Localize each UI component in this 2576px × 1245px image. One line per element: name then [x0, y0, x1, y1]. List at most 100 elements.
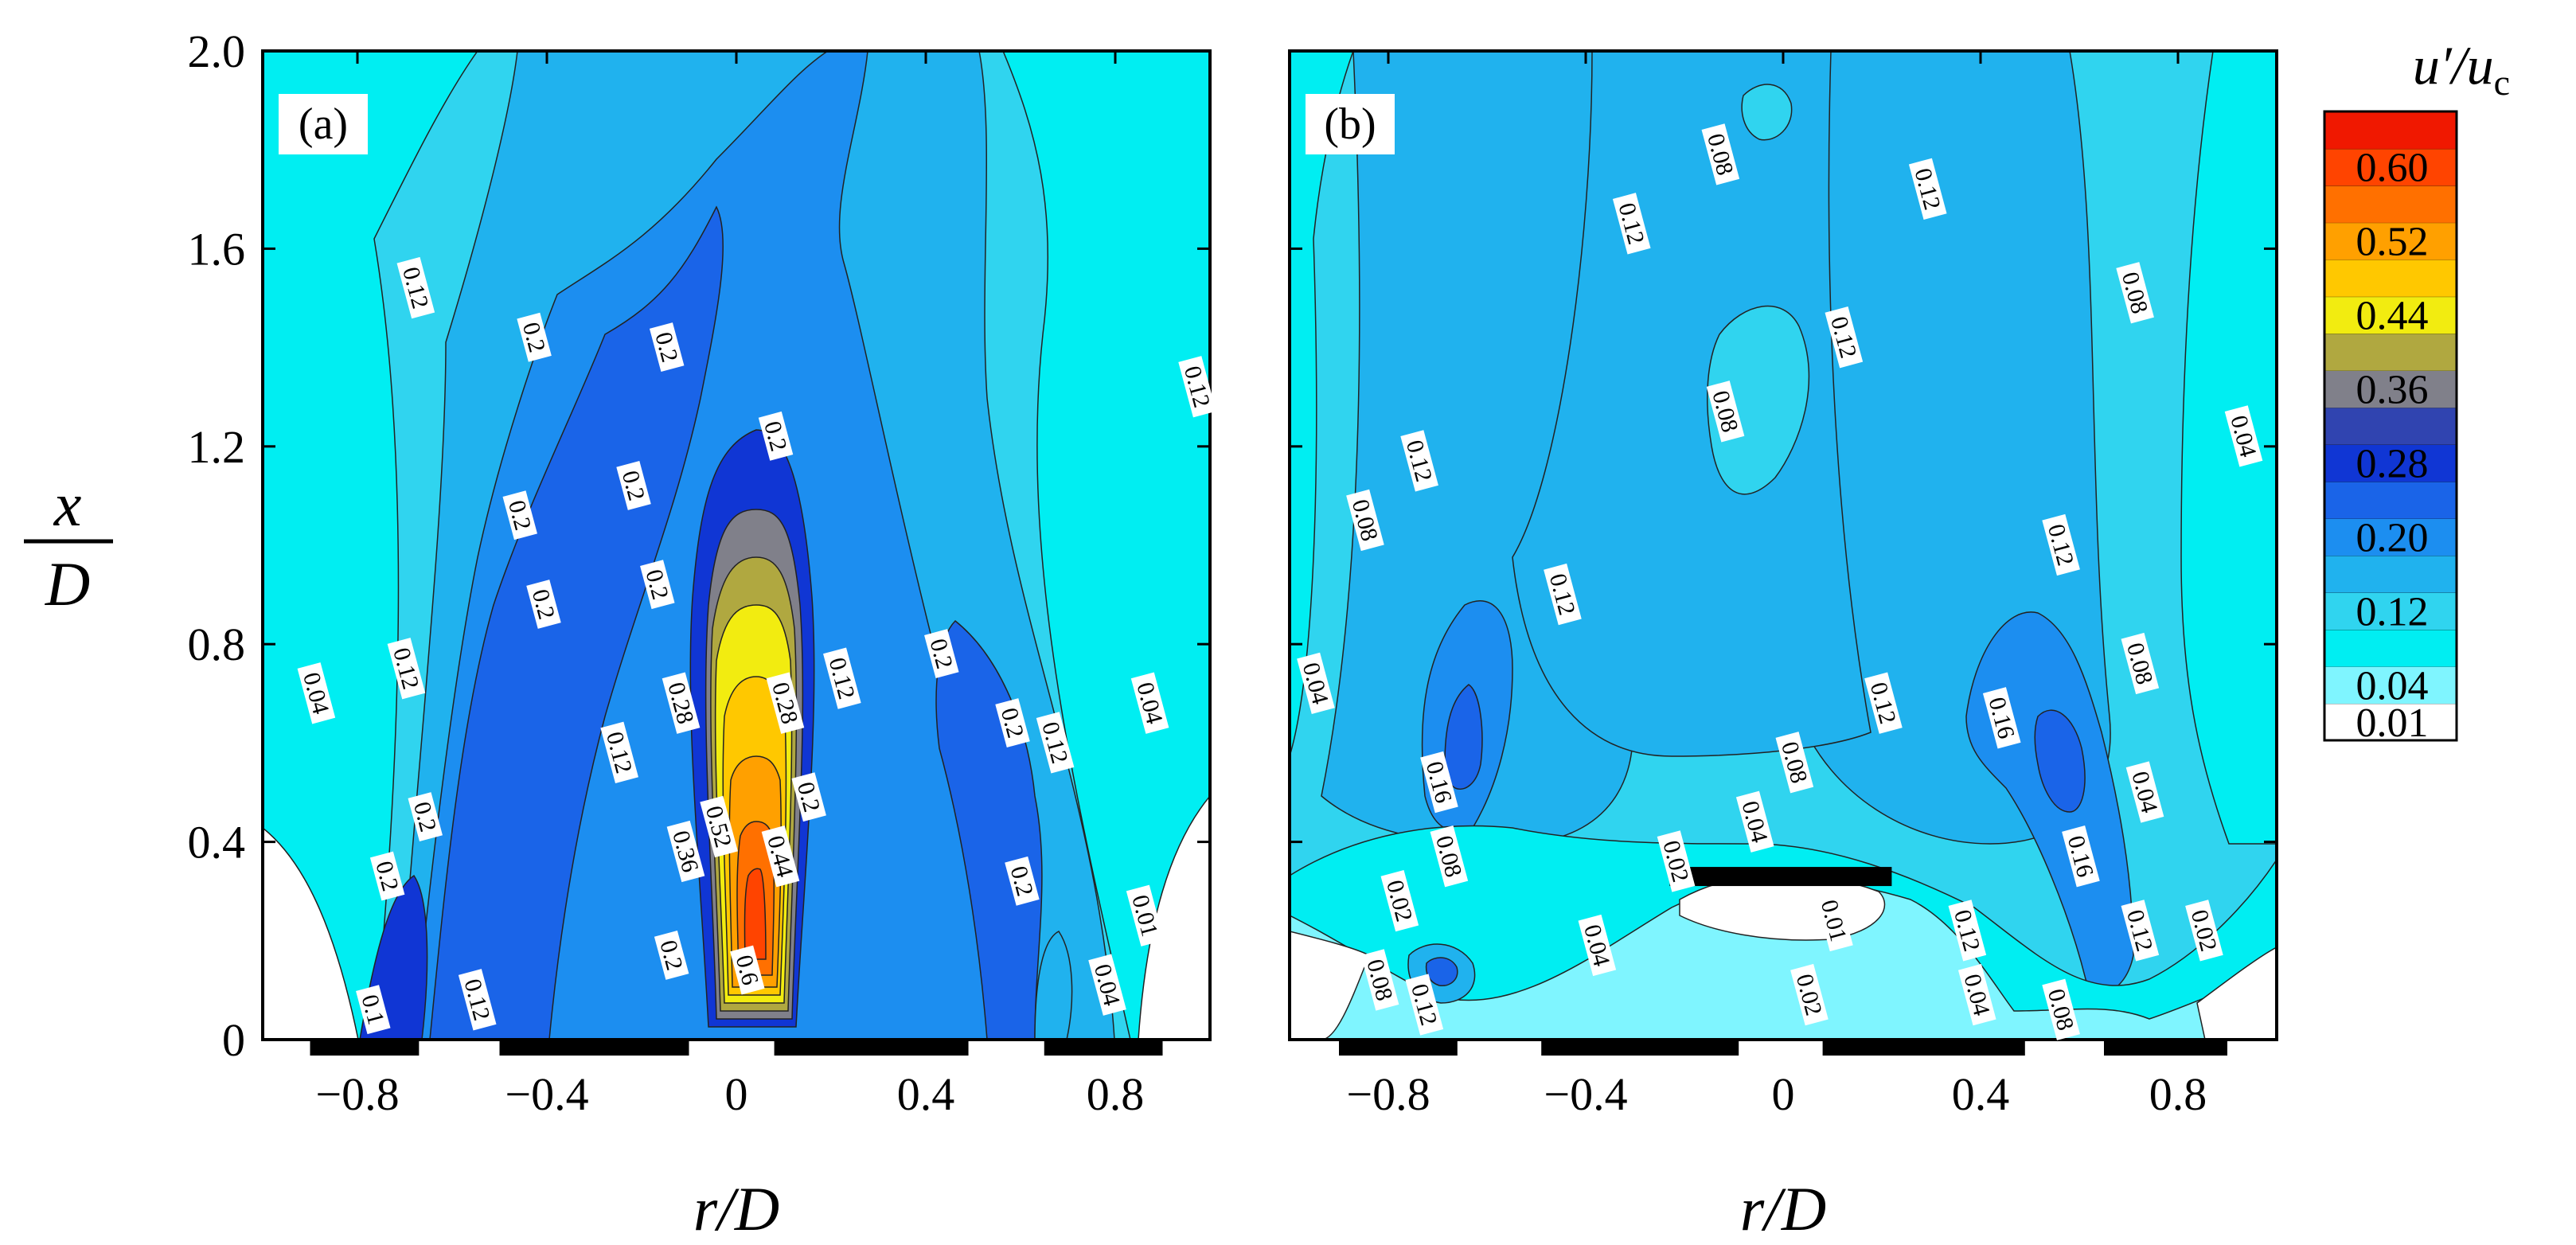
contour-label-box: [616, 461, 651, 510]
contour-label-box: [654, 930, 689, 980]
contour-label-box: [369, 851, 405, 901]
panel-a-nozzle-bars: [310, 1038, 1163, 1056]
colorbar-swatches: [2324, 111, 2457, 741]
colorbar-swatch: [2324, 407, 2457, 445]
contour-label-box: [995, 698, 1030, 747]
x-tick-label: 0.4: [1952, 1068, 2010, 1120]
colorbar-swatch: [2324, 666, 2457, 704]
colorbar-title-numerator: u′: [2413, 35, 2453, 96]
contour-label-box: [640, 560, 675, 610]
colorbar-swatch: [2324, 185, 2457, 223]
contour-label-box: [649, 322, 685, 373]
colorbar-swatch: [2324, 370, 2457, 408]
panel-a: 0.120.2 0.20.20.20.20.20.20.120.04 0.28 0.2…: [261, 49, 1216, 1056]
contour-label-box: [2062, 825, 2100, 888]
y-tick-label: 0: [222, 1014, 245, 1066]
colorbar-tick-label: 0.36: [2356, 368, 2429, 413]
contour-label-box: [1380, 869, 1419, 932]
x-tick-label: 0: [1772, 1068, 1795, 1120]
x-tick-label: 0.4: [897, 1068, 955, 1120]
colorbar-title-subscript: c: [2494, 62, 2510, 103]
contour-label-box: [1706, 381, 1745, 443]
y-axis-title-denominator: D: [45, 549, 90, 619]
panel-a-low-region-right: [1138, 794, 1210, 1040]
contour-label-box: [396, 256, 435, 319]
y-tick-label: 1.6: [188, 223, 246, 275]
y-tick-label: 2.0: [188, 25, 246, 77]
x-tick-label: −0.4: [505, 1068, 588, 1120]
nozzle-bar: [1044, 1038, 1163, 1056]
nozzle-bar: [1541, 1038, 1739, 1056]
contour-label: 0.12: [1178, 356, 1216, 418]
panel-b-centre-bar: [1669, 867, 1892, 887]
panel-b-nozzle-bars: [1339, 1038, 2227, 1056]
contour-label-box: [1790, 963, 1829, 1026]
contour-label-box: [1657, 830, 1696, 892]
contour-label: 0.2: [502, 490, 537, 541]
contour-label-box: [1957, 963, 1996, 1026]
colorbar-tick-label: 0.60: [2356, 146, 2429, 191]
colorbar-swatch: [2324, 703, 2457, 741]
y-tick-label: 0.8: [188, 619, 246, 670]
contour-label-box: [666, 820, 705, 883]
contour-label: 0.04: [1088, 954, 1126, 1016]
panel-b-tag-box: [1306, 94, 1395, 154]
contour-label-box: [1405, 974, 1444, 1036]
colorbar-tick-label: 0.01: [2356, 701, 2429, 746]
contour-label-box: [1735, 790, 1774, 853]
contour-label-box: [2042, 513, 2080, 576]
contour-label-box: [1612, 193, 1651, 255]
contour-label: 0.2: [616, 461, 651, 510]
contour-label-box: [1088, 954, 1126, 1016]
colorbar-swatch: [2324, 555, 2457, 593]
contour-label-box: [700, 795, 738, 858]
panel-a-lobe-right: [1034, 931, 1073, 1040]
colorbar-tick-label: 0.28: [2356, 441, 2429, 486]
panel-b-near-field-001-right: [2196, 946, 2277, 1040]
contour-label-box: [297, 662, 336, 724]
colorbar-swatch: [2324, 148, 2457, 186]
y-tick-label: 1.2: [188, 421, 246, 473]
contour-label-box: [1825, 306, 1864, 369]
contour-label: 0.2: [654, 930, 689, 980]
contour-label-box: [924, 629, 959, 679]
contour-label-box: [1346, 489, 1384, 552]
contour-label-box: [1775, 732, 1814, 794]
colorbar-title: u′/uc: [2413, 35, 2510, 103]
colorbar-tick-label: 0.44: [2356, 294, 2429, 339]
contour-label-box: [1420, 751, 1458, 814]
contour-label-box: [2116, 262, 2154, 324]
contour-label-box: [1864, 672, 1903, 734]
contour-label-box: [730, 945, 765, 995]
contour-label-box: [791, 772, 826, 822]
contour-label-box: [356, 985, 391, 1035]
contour-label-box: [2042, 978, 2080, 1040]
nozzle-bar: [499, 1038, 689, 1056]
contour-label: 0.6: [730, 945, 765, 995]
colorbar-swatch: [2324, 222, 2457, 260]
contour-label-box: [758, 411, 794, 461]
panel-b-island-008-centre: [1707, 305, 1810, 495]
colorbar-swatch: [2324, 518, 2457, 556]
x-tick-label: 0.8: [1087, 1068, 1145, 1120]
nozzle-bar: [1822, 1038, 2025, 1056]
panel-a-contour-labels: 0.120.2 0.20.20.20.20.20.20.120.04 0.28 0.2…: [297, 256, 1216, 1035]
contour-label-box: [1126, 884, 1165, 946]
contour-label-box: [2224, 405, 2263, 467]
colorbar-swatch: [2324, 629, 2457, 667]
contour-label: 0.2: [1005, 856, 1040, 906]
x-tick-label: 0: [725, 1068, 748, 1120]
contour-label-box: [1948, 900, 1987, 962]
contour-label: 0.2: [791, 772, 826, 822]
contour-label-box: [458, 969, 497, 1031]
panel-a-band-024-left: [429, 205, 724, 1040]
x-axis-panel-a: −0.8 −0.4 0 0.4 0.8: [315, 51, 1144, 1120]
panel-b: 0.080.120.120.080.120.080.040.120.080.12…: [1288, 49, 2278, 1056]
contour-label-box: [1908, 158, 1947, 221]
panel-b-band-008-right: [2180, 51, 2277, 845]
contour-label: 0.2: [758, 411, 794, 461]
contour-label-box: [2121, 900, 2160, 962]
y-axis: 0 0.4 0.8 1.2 1.6 2.0: [188, 25, 2277, 1066]
colorbar-tick-label: 0.52: [2356, 220, 2429, 265]
panel-a-tag: (a): [299, 100, 348, 149]
